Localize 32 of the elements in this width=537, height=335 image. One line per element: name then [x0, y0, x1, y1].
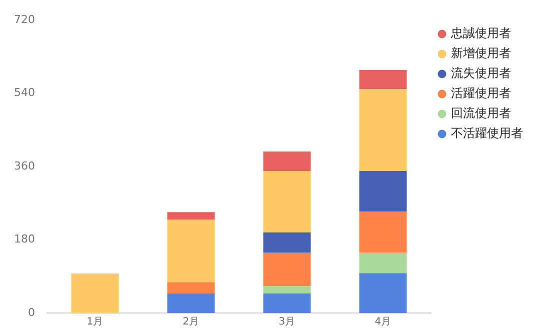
y-tick-label: 180: [14, 232, 35, 246]
x-tick-label: 4月: [374, 316, 392, 328]
legend-label: 忠誠使用者: [450, 26, 511, 40]
legend-label: 流失使用者: [451, 66, 511, 80]
bar: [167, 282, 215, 294]
bar: [359, 170, 407, 212]
bar: [167, 220, 215, 282]
y-tick-label: 0: [28, 306, 35, 319]
x-tick-label: 3月: [278, 316, 296, 328]
bar: [263, 252, 311, 286]
bar: [359, 273, 407, 313]
y-tick-label: 540: [14, 86, 35, 100]
legend-label: 活躍使用者: [451, 86, 511, 100]
bar: [359, 89, 407, 171]
x-tick-label: 1月: [86, 316, 104, 328]
legend-label: 回流使用者: [451, 106, 511, 120]
bar: [71, 274, 119, 313]
bar: [359, 70, 407, 90]
bar: [359, 252, 407, 274]
bar: [263, 170, 311, 232]
bar: [167, 212, 215, 220]
bar: [263, 232, 311, 253]
y-tick-label: 720: [14, 12, 35, 26]
bar: [263, 293, 311, 313]
bar: [263, 151, 311, 171]
y-tick-label: 360: [14, 159, 35, 172]
bar: [263, 286, 311, 294]
legend-label: 新增使用者: [451, 46, 511, 60]
bar: [359, 212, 407, 253]
bar: [167, 293, 215, 313]
x-tick-label: 2月: [182, 316, 200, 328]
legend-label: 不活躍使用者: [451, 126, 523, 140]
